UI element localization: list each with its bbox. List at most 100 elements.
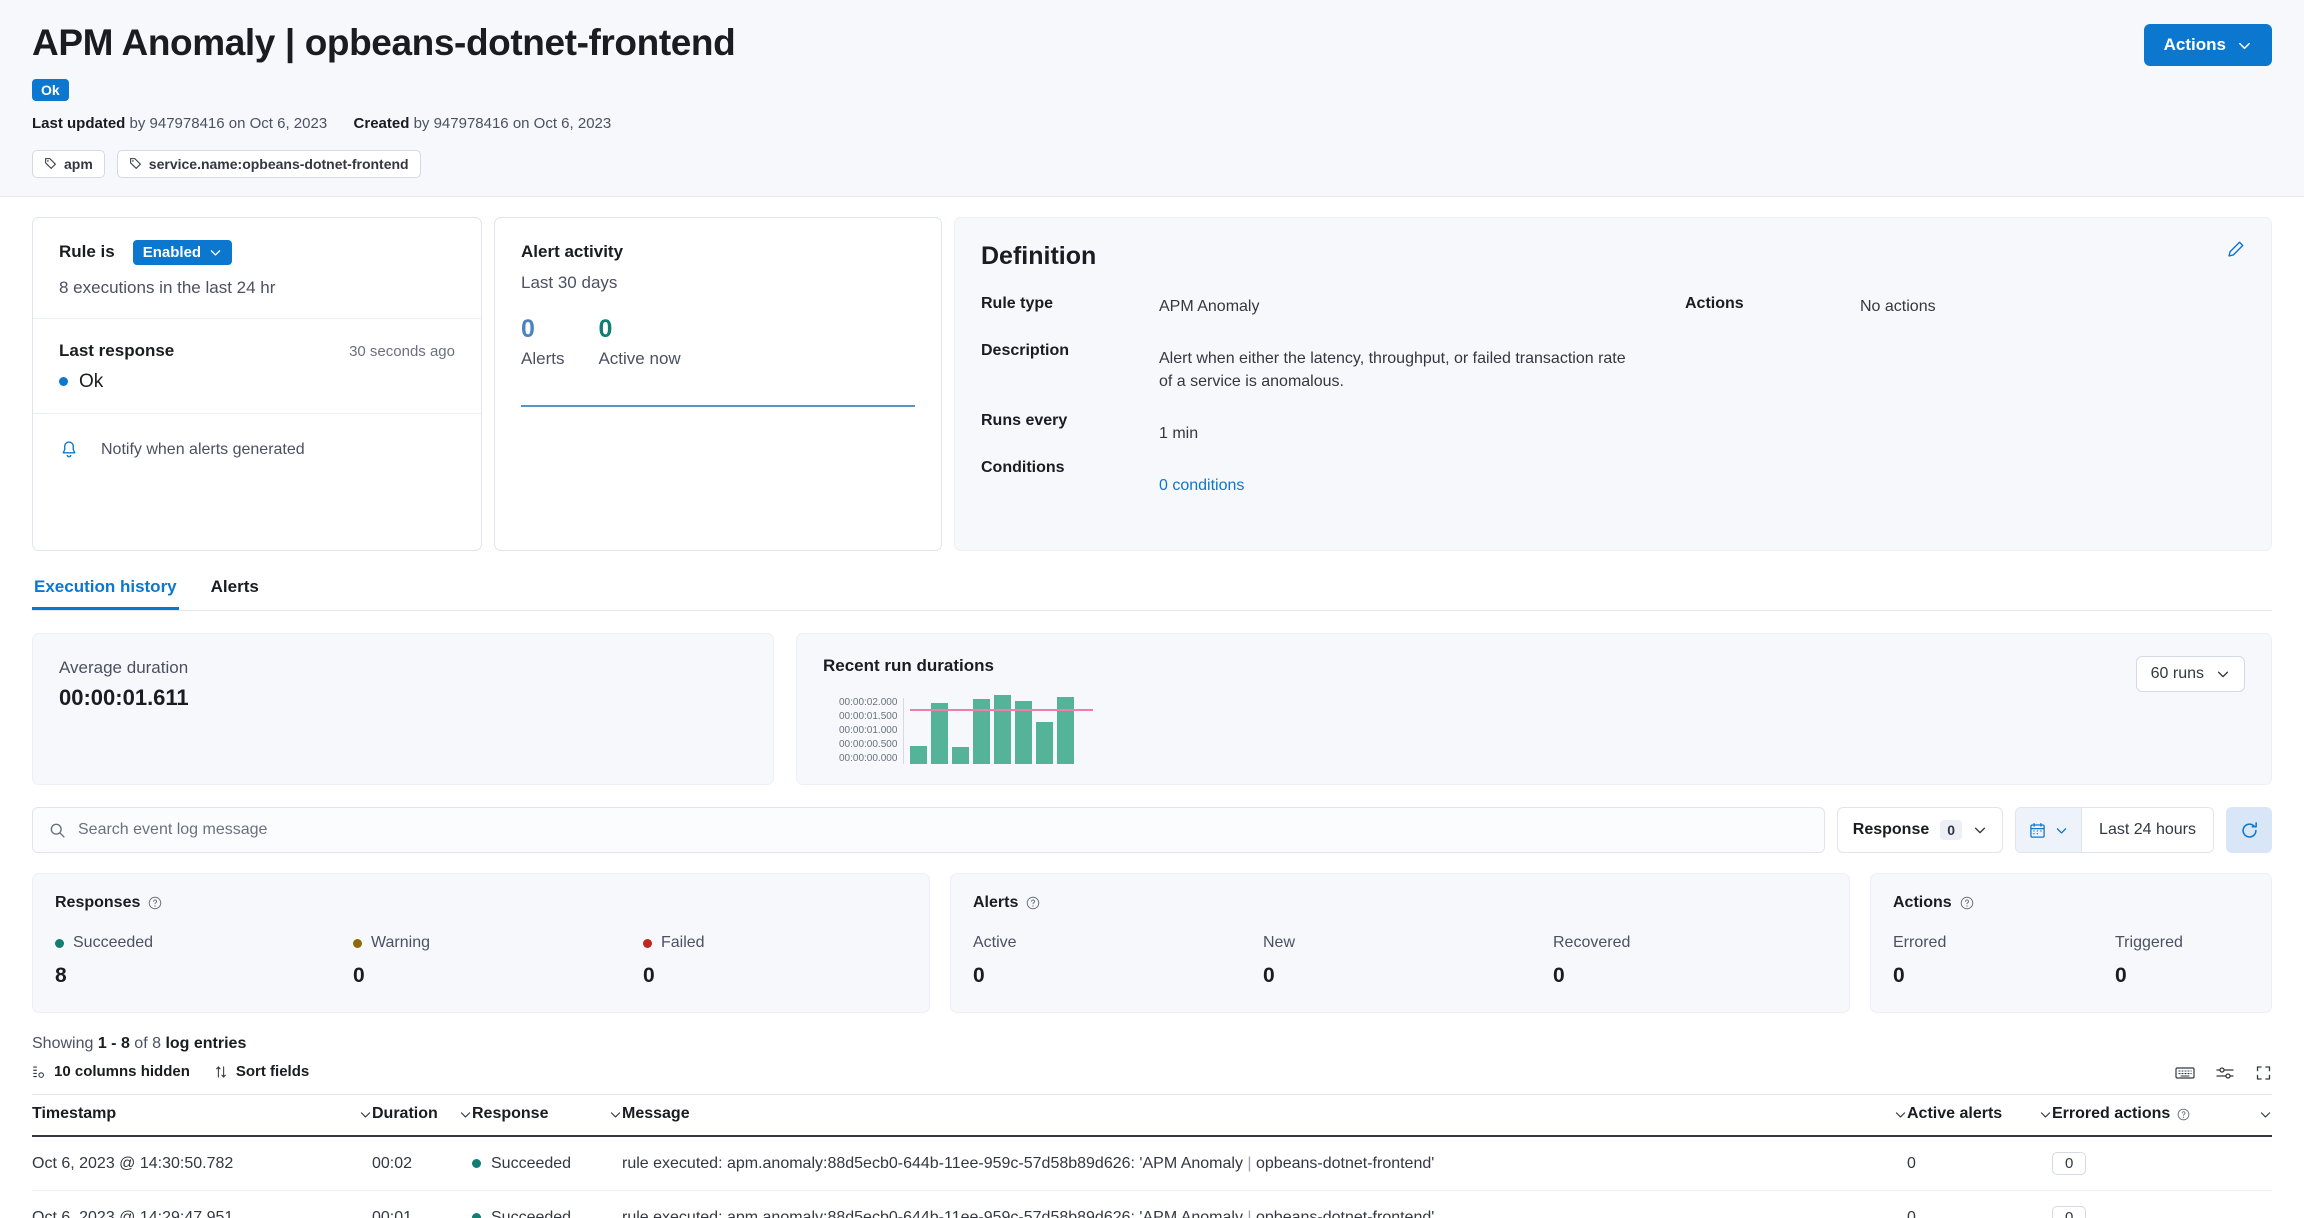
edit-definition-button[interactable]	[2226, 240, 2245, 264]
tab-alerts[interactable]: Alerts	[209, 577, 261, 610]
rule-enabled-label: Enabled	[142, 243, 202, 261]
chart-y-axis: 00:00:02.000 00:00:01.500 00:00:01.000 0…	[839, 698, 903, 764]
stats-row: Responses Succeeded 8 Warning 0 Failed 0	[0, 853, 2304, 1014]
columns-hidden-button[interactable]: 10 columns hidden	[32, 1063, 190, 1080]
runs-count-select[interactable]: 60 runs	[2135, 656, 2245, 693]
response-filter-dropdown[interactable]: Response 0	[1836, 807, 2004, 854]
recent-run-durations-panel: Recent run durations 60 runs 00:00:02.00…	[796, 633, 2272, 786]
chevron-down-icon	[610, 1112, 621, 1118]
sort-icon	[215, 1066, 226, 1078]
sort-fields-label: Sort fields	[235, 1063, 310, 1081]
definition-key-actions: Actions	[1685, 294, 1744, 312]
expand-icon	[2256, 1066, 2271, 1081]
chart-bar	[1057, 696, 1075, 765]
pencil-icon	[2228, 241, 2244, 257]
status-badge: Ok	[32, 78, 69, 101]
tab-execution-history-label: Execution history	[34, 577, 177, 597]
th-duration[interactable]: Duration	[372, 1094, 472, 1138]
refresh-icon	[2241, 822, 2257, 838]
chart-bar	[1036, 721, 1054, 765]
failed-value: 0	[643, 964, 655, 988]
alert-activity-stat-active: 0 Active now	[598, 316, 681, 369]
display-options-button[interactable]	[2215, 1065, 2235, 1086]
active-value: 0	[973, 964, 985, 988]
active-now-label: Active now	[598, 348, 681, 368]
help-icon[interactable]	[148, 896, 162, 910]
chevron-down-icon	[460, 1112, 471, 1118]
tag-apm[interactable]: apm	[32, 149, 105, 178]
help-icon[interactable]	[1026, 896, 1040, 910]
definition-title: Definition	[981, 241, 1097, 270]
tag-service-name[interactable]: service.name:opbeans-dotnet-frontend	[116, 149, 421, 178]
chevron-down-icon	[210, 249, 221, 256]
last-updated-label: Last updated	[32, 114, 126, 132]
actions-stat-card: Actions Errored 0 Triggered 0	[1870, 873, 2272, 1014]
alerts-count-label: Alerts	[521, 348, 565, 368]
recovered-value: 0	[1553, 964, 1565, 988]
response-dot-icon	[472, 1159, 481, 1169]
grid-toolbar: 10 columns hidden Sort fields	[32, 1063, 2272, 1080]
actions-title-row: Actions	[1893, 894, 2249, 912]
th-active-alerts-label: Active alerts	[1907, 1105, 2003, 1123]
th-errored-actions[interactable]: Errored actions	[2052, 1094, 2272, 1138]
keyboard-shortcuts-button[interactable]	[2175, 1065, 2195, 1086]
th-response-label: Response	[472, 1105, 549, 1123]
alerts-stat-card: Alerts Active 0 New 0 Recovered 0	[950, 873, 1850, 1014]
stat-new: New 0	[1263, 934, 1553, 988]
definition-value-conditions[interactable]: 0 conditions	[1159, 477, 1245, 495]
cell-duration: 00:01	[372, 1190, 472, 1218]
tab-execution-history[interactable]: Execution history	[32, 577, 179, 610]
actions-button[interactable]: Actions	[2143, 24, 2272, 66]
date-quick-select-button[interactable]	[2016, 808, 2083, 853]
average-duration-label: Average duration	[59, 658, 189, 678]
definition-card: Definition Rule type Description Runs ev…	[954, 216, 2272, 552]
search-filter-row: Search event log message Response 0 Last…	[0, 785, 2304, 854]
created-value: by 947978416 on Oct 6, 2023	[413, 114, 612, 132]
rule-is-label: Rule is	[59, 242, 115, 262]
summary-cards-row: Rule is Enabled 8 executions in the last…	[0, 197, 2304, 552]
y-tick-label: 00:00:02.000	[839, 697, 898, 709]
cell-active-alerts: 0	[1907, 1136, 2052, 1192]
succeeded-value: 8	[55, 964, 67, 988]
alert-activity-subtitle: Last 30 days	[521, 272, 618, 292]
definition-value-rule-type: APM Anomaly	[1159, 297, 1260, 315]
log-entries-table-area: Showing 1 - 8 of 8 log entries 10 column…	[0, 1013, 2304, 1218]
actions-title: Actions	[1893, 894, 1952, 912]
table-row[interactable]: Oct 6, 2023 @ 14:29:47.951 00:01 Succeeded…	[32, 1190, 2272, 1218]
chart-bar	[952, 747, 970, 765]
tag-icon	[45, 158, 57, 170]
chart-bar	[973, 699, 991, 765]
errored-actions-chip: 0	[2052, 1206, 2087, 1218]
stat-warning: Warning 0	[353, 934, 643, 988]
alert-activity-stat-alerts: 0 Alerts	[521, 316, 565, 369]
search-icon	[50, 823, 65, 838]
errored-value: 0	[1893, 964, 1905, 988]
search-input-wrapper[interactable]: Search event log message	[32, 807, 1825, 854]
th-response[interactable]: Response	[472, 1094, 622, 1138]
cell-errored-actions: 0	[2052, 1190, 2272, 1218]
columns-icon	[33, 1066, 44, 1078]
active-label: Active	[973, 934, 1017, 952]
th-timestamp[interactable]: Timestamp	[32, 1094, 372, 1138]
cell-timestamp: Oct 6, 2023 @ 14:29:47.951	[32, 1190, 372, 1218]
th-active-alerts[interactable]: Active alerts	[1907, 1094, 2052, 1138]
table-row[interactable]: Oct 6, 2023 @ 14:30:50.782 00:02 Succeeded…	[32, 1136, 2272, 1192]
tabs-container: Execution history Alerts	[0, 551, 2304, 612]
last-response-label: Last response	[59, 340, 175, 360]
sort-fields-button[interactable]: Sort fields	[214, 1063, 309, 1080]
help-icon[interactable]	[1960, 896, 1974, 910]
th-message[interactable]: Message	[622, 1094, 1907, 1138]
responses-title: Responses	[55, 894, 141, 912]
alerts-title-row: Alerts	[973, 894, 1827, 912]
refresh-button[interactable]	[2226, 807, 2272, 854]
fullscreen-button[interactable]	[2255, 1065, 2272, 1086]
definition-key: Conditions	[981, 458, 1065, 476]
date-range-display[interactable]: Last 24 hours	[2082, 808, 2213, 853]
rule-enabled-dropdown[interactable]: Enabled	[132, 239, 233, 265]
definition-value-actions: No actions	[1860, 297, 1936, 315]
help-icon[interactable]	[2177, 1108, 2190, 1121]
warning-value: 0	[353, 964, 365, 988]
search-input[interactable]: Search event log message	[78, 821, 268, 839]
chart-bars	[910, 695, 1077, 765]
th-errored-actions-label: Errored actions	[2052, 1105, 2171, 1123]
